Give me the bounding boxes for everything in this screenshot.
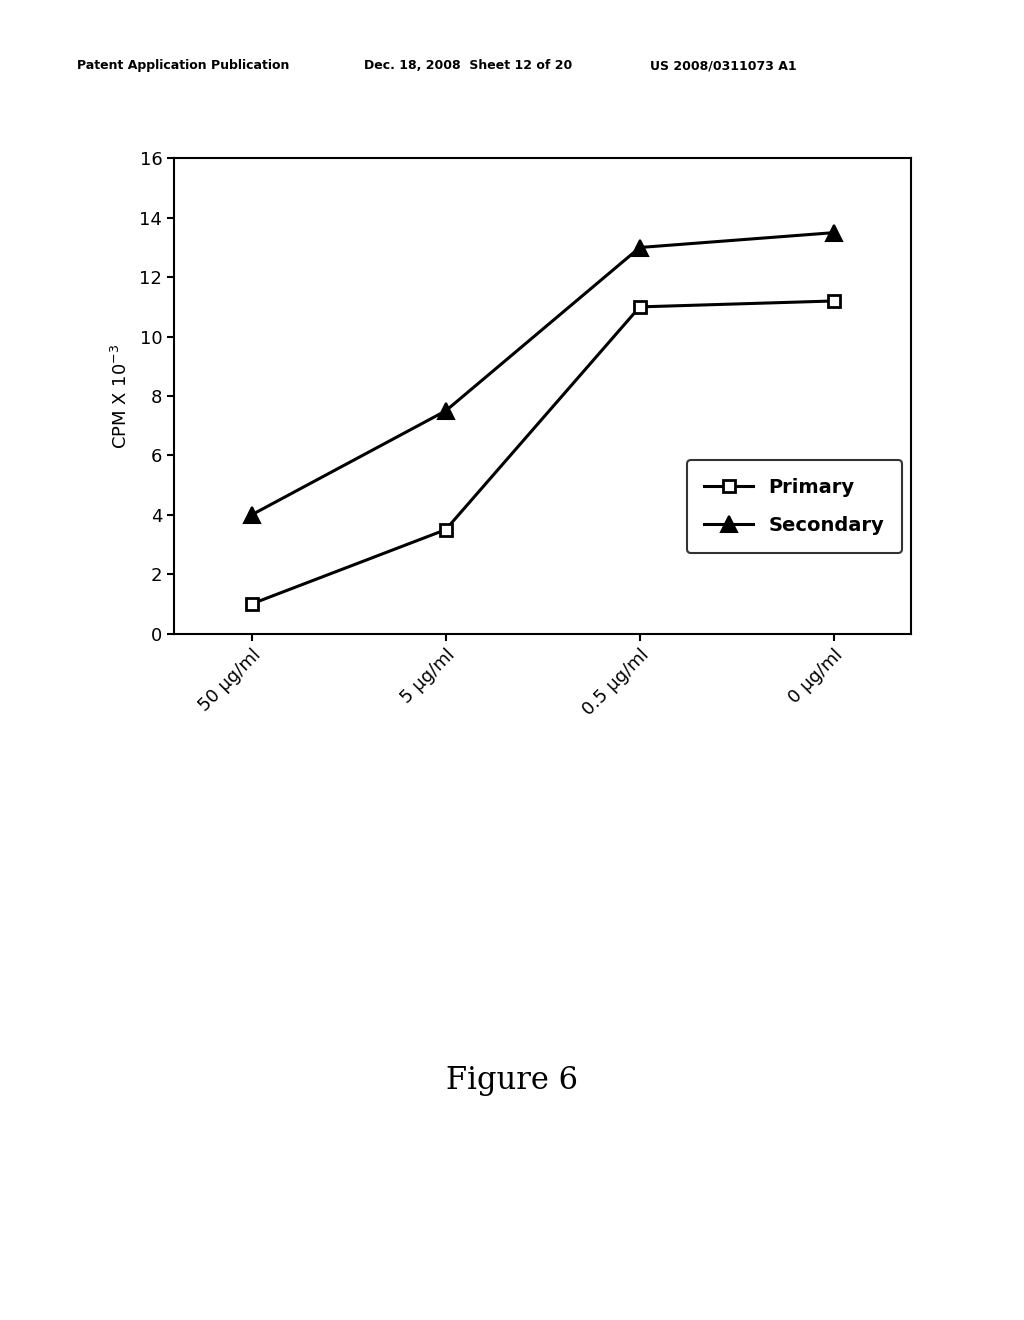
Line: Primary: Primary (246, 294, 840, 610)
Text: Patent Application Publication: Patent Application Publication (77, 59, 289, 73)
Primary (827, 293, 840, 309)
Secondary (439, 403, 452, 418)
Text: Dec. 18, 2008  Sheet 12 of 20: Dec. 18, 2008 Sheet 12 of 20 (364, 59, 571, 73)
Text: US 2008/0311073 A1: US 2008/0311073 A1 (650, 59, 797, 73)
Primary (634, 300, 646, 315)
Secondary (827, 224, 840, 240)
Y-axis label: CPM X 10$^{-3}$: CPM X 10$^{-3}$ (111, 343, 131, 449)
Text: Figure 6: Figure 6 (446, 1065, 578, 1096)
Primary (439, 521, 452, 537)
Secondary (634, 240, 646, 256)
Secondary (246, 507, 258, 523)
Primary (246, 597, 258, 612)
Legend: Primary, Secondary: Primary, Secondary (687, 461, 902, 553)
Line: Secondary: Secondary (244, 224, 842, 523)
